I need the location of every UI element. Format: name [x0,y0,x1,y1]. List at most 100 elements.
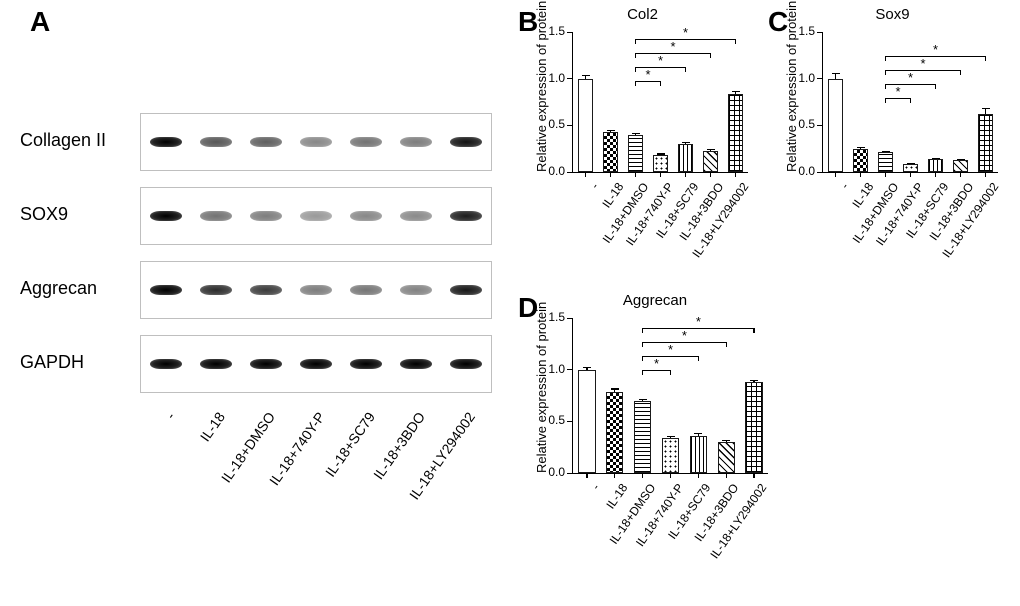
xtick [835,172,836,177]
chart-bar [928,159,944,172]
xtick [710,172,711,177]
significance-tick [985,56,986,61]
wb-band [200,359,232,369]
chart-bar [678,144,694,172]
wb-band [200,137,232,147]
chart-bar [728,94,744,172]
wb-row-label: GAPDH [20,352,130,373]
chart-sox9: Sox9Relative expression of protein0.00.5… [770,6,1015,286]
significance-tick [635,39,636,44]
xtick [910,172,911,177]
significance-star: * [682,328,687,343]
significance-tick [698,356,699,361]
significance-tick [885,56,886,61]
significance-tick [642,356,643,361]
chart-plot: 0.00.51.01.5-IL-18IL-18+DMSOIL-18+740Y-P… [572,32,748,173]
error-cap [682,142,690,143]
wb-band [250,359,282,369]
error-cap [722,440,730,441]
wb-row-label: Collagen II [20,130,130,151]
ytick-label: 1.0 [548,71,565,85]
chart-bar [878,152,894,172]
wb-band [150,211,182,221]
wb-band [400,137,432,147]
chart-xlabel: IL-18 [603,481,630,511]
chart-bar [606,392,623,473]
significance-star: * [658,53,663,68]
xtick [935,172,936,177]
wb-band [150,285,182,295]
wb-band [200,211,232,221]
xtick [642,473,643,478]
ytick [567,125,573,126]
significance-star: * [696,314,701,329]
wb-band [300,137,332,147]
wb-xlabel: IL-18+SC79 [322,409,378,480]
chart-title: Col2 [520,6,765,23]
error-cap [639,399,647,400]
wb-band [450,359,482,369]
chart-xlabel: - [837,180,851,191]
ytick [567,421,573,422]
ytick [817,78,823,79]
significance-star: * [645,67,650,82]
wb-xlabel: - [162,409,178,422]
chart-bar [690,436,707,473]
chart-ylabel: Relative expression of protein [784,1,799,172]
chart-bar [953,160,969,172]
xtick [726,473,727,478]
significance-tick [726,342,727,347]
error-cap [857,147,865,148]
error-cap [582,75,590,76]
wb-band [350,137,382,147]
error-cap [932,158,940,159]
significance-tick [642,370,643,375]
xtick [685,172,686,177]
wb-band [350,285,382,295]
wb-band [250,211,282,221]
significance-tick [710,53,711,58]
ytick [817,172,823,173]
chart-bar [628,135,644,172]
wb-band [450,211,482,221]
wb-band [150,359,182,369]
error-cap [611,388,619,389]
significance-tick [660,81,661,86]
error-cap [694,433,702,434]
wb-band [350,359,382,369]
ytick-label: 0.0 [548,465,565,479]
significance-star: * [670,39,675,54]
ytick-label: 1.0 [798,71,815,85]
wb-band [400,211,432,221]
wb-band [400,285,432,295]
xtick [860,172,861,177]
wb-band [450,285,482,295]
ytick-label: 0.0 [798,164,815,178]
significance-tick [635,53,636,58]
significance-tick [670,370,671,375]
chart-bar [653,155,669,172]
significance-tick [885,84,886,89]
wb-band [150,137,182,147]
ytick-label: 1.0 [548,362,565,376]
significance-star: * [683,25,688,40]
significance-star: * [668,342,673,357]
error-cap [732,91,740,92]
wb-band [250,285,282,295]
error-cap [583,367,591,368]
ytick-label: 0.5 [548,413,565,427]
error-cap [882,151,890,152]
chart-bar [745,382,762,473]
significance-tick [885,70,886,75]
xtick [614,473,615,478]
ytick [567,473,573,474]
xtick [585,172,586,177]
error-cap [832,73,840,74]
chart-ylabel: Relative expression of protein [534,302,549,473]
chart-bar [828,79,844,172]
significance-tick [685,67,686,72]
chart-bar [578,79,594,172]
chart-bar [703,151,719,172]
ytick [567,172,573,173]
chart-bar [903,164,919,172]
